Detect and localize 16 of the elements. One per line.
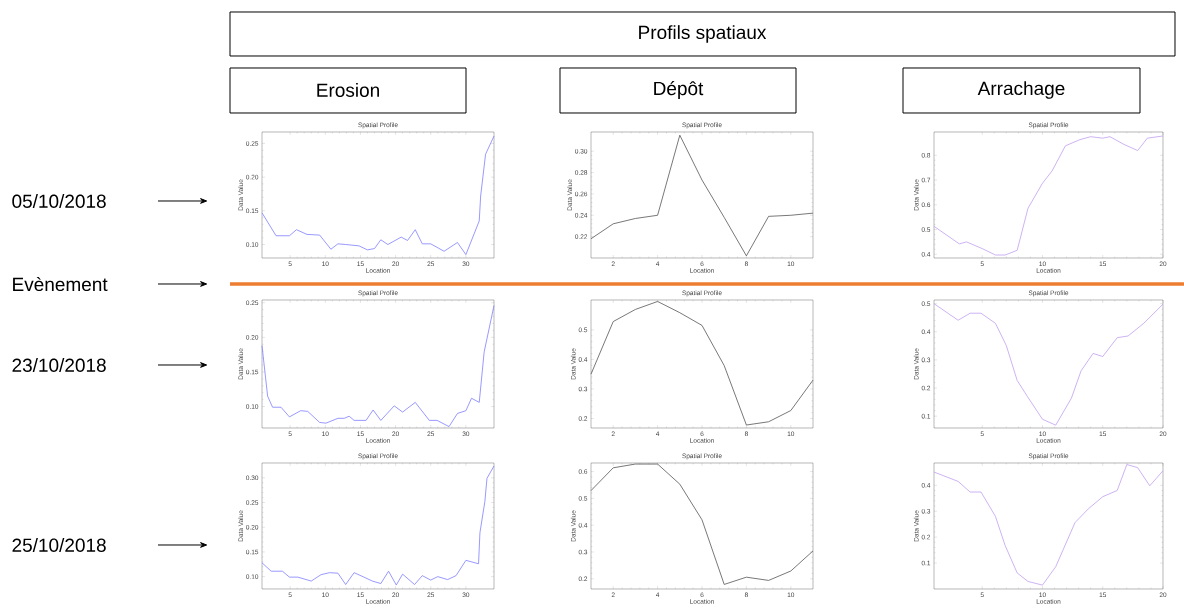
text: 05/10/2018: [12, 194, 106, 208]
line-series: [933, 464, 1164, 586]
line-series: [590, 134, 814, 257]
text: 23/10/2018: [12, 358, 106, 372]
text: Dépôt: [654, 81, 704, 99]
text: Evènement: [13, 276, 108, 292]
text: Profils spatiaux: [639, 25, 767, 43]
line-series: [933, 303, 1164, 426]
line-series: [933, 135, 1164, 256]
line-series: [590, 301, 814, 426]
line-series: [261, 135, 495, 256]
line-series: [261, 465, 495, 586]
text: Erosion: [317, 83, 379, 97]
text: Arrachage: [977, 81, 1065, 99]
line-series: [261, 305, 495, 428]
text: 25/10/2018: [12, 538, 106, 552]
